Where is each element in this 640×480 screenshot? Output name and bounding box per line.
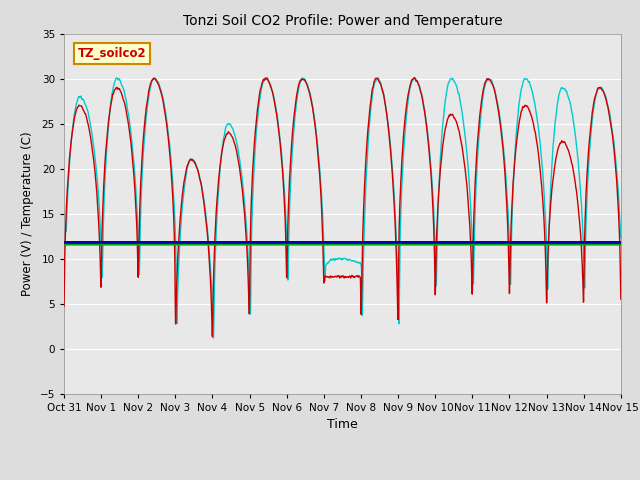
Title: Tonzi Soil CO2 Profile: Power and Temperature: Tonzi Soil CO2 Profile: Power and Temper…	[182, 14, 502, 28]
Y-axis label: Power (V) / Temperature (C): Power (V) / Temperature (C)	[21, 132, 34, 296]
Text: TZ_soilco2: TZ_soilco2	[78, 47, 147, 60]
X-axis label: Time: Time	[327, 418, 358, 431]
Legend: CR23X Temperature, CR23X Voltage, CR10X Voltage, CR10X Temperature: CR23X Temperature, CR23X Voltage, CR10X …	[54, 477, 631, 480]
